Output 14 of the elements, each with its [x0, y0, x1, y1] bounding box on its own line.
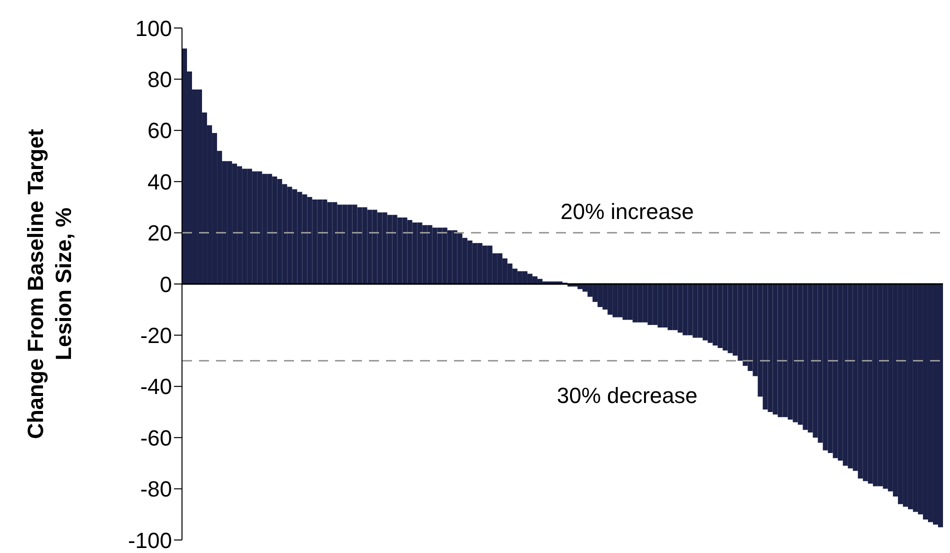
y-axis-title: Change From Baseline Target Lesion Size, %: [23, 128, 76, 440]
y-tick-label: -80: [140, 476, 172, 502]
y-tick-label: -100: [128, 528, 172, 553]
ref-line-label: 20% increase: [560, 198, 694, 224]
y-tick-label: 60: [148, 118, 172, 144]
y-tick-label: 0: [160, 272, 172, 297]
y-tick-label: -60: [140, 425, 172, 450]
y-tick-label: 20: [148, 220, 172, 246]
y-tick-label: 40: [148, 169, 172, 194]
y-tick-label: -20: [140, 323, 172, 348]
ref-line-label: 30% decrease: [556, 382, 698, 408]
y-tick-label: 80: [148, 67, 172, 92]
y-tick-label: 100: [135, 16, 172, 41]
y-tick-label: -40: [140, 374, 172, 400]
